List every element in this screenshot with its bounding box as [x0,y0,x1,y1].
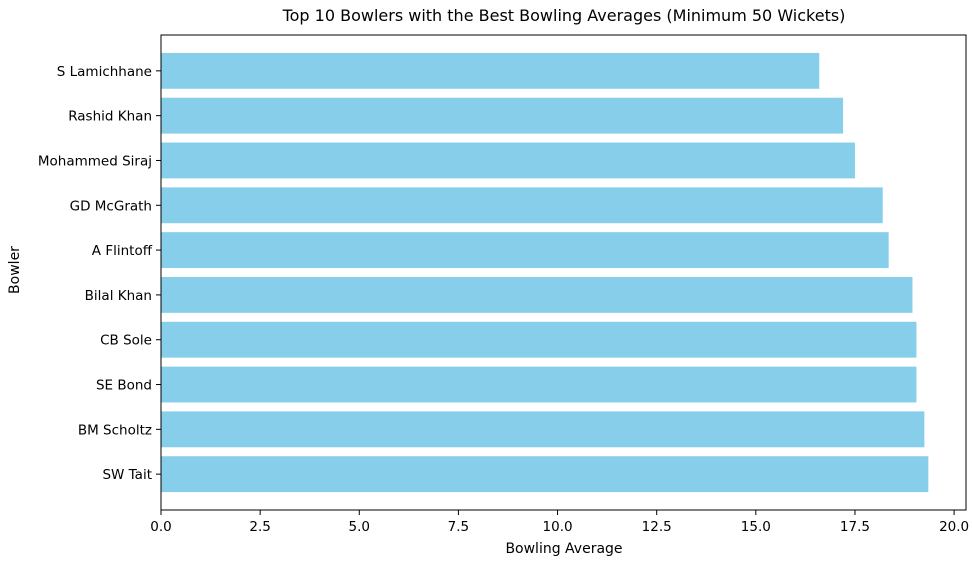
x-tick-label: 12.5 [642,519,672,535]
bar-bm-scholtz [161,411,925,448]
bar-a-flintoff [161,232,889,269]
y-axis-ticks: S Lamichhane Rashid Khan Mohammed Siraj GD … [38,64,161,483]
bar-bilal-khan [161,276,913,313]
y-tick-label: SW Tait [102,467,152,483]
bar-gd-mcgrath [161,187,883,224]
y-tick-label: CB Sole [100,333,152,349]
x-tick-label: 0.0 [150,519,171,535]
y-tick-label: Bilal Khan [85,288,152,304]
y-tick-label: A Flintoff [92,243,153,259]
chart-title: Top 10 Bowlers with the Best Bowling Ave… [282,6,846,25]
bar-cb-sole [161,321,917,358]
y-tick-label: S Lamichhane [57,64,152,80]
x-tick-label: 7.5 [448,519,469,535]
bar-s-lamichhane [161,52,820,89]
x-tick-label: 15.0 [741,519,771,535]
bar-sw-tait [161,456,929,493]
y-tick-label: GD McGrath [70,198,152,214]
plot-frame [160,34,967,511]
x-axis-ticks: 0.0 2.5 5.0 7.5 10.0 12.5 15.0 17.5 20.0 [150,510,969,535]
y-axis-label: Bowler [7,246,23,294]
y-tick-label: BM Scholtz [78,422,152,438]
bars-group [161,52,929,493]
bar-mohammed-siraj [161,142,855,179]
bar-se-bond [161,366,917,403]
x-tick-label: 5.0 [349,519,370,535]
x-tick-label: 2.5 [249,519,270,535]
y-tick-label: Rashid Khan [68,109,152,125]
y-tick-label: Mohammed Siraj [38,153,152,169]
x-tick-label: 20.0 [939,519,969,535]
x-tick-label: 17.5 [840,519,870,535]
x-tick-label: 10.0 [543,519,573,535]
y-tick-label: SE Bond [96,378,152,394]
x-axis-label: Bowling Average [505,541,622,557]
bar-rashid-khan [161,97,844,134]
